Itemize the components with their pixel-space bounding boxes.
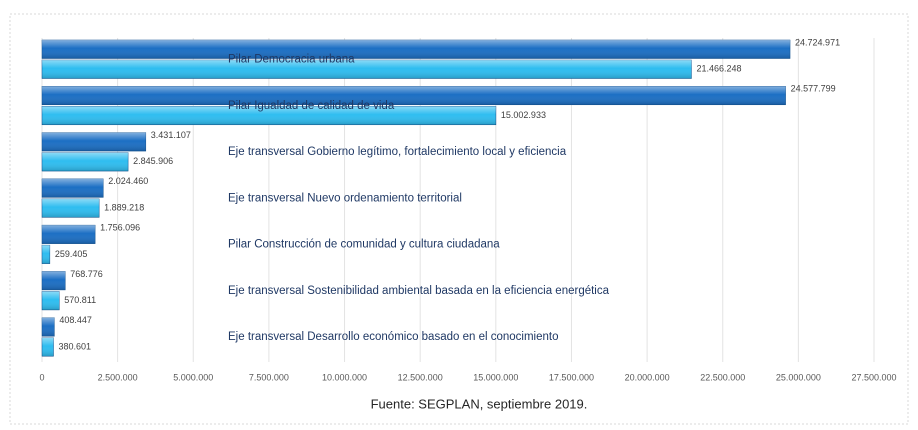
bar-shine — [42, 291, 60, 310]
value-label: 259.405 — [55, 249, 88, 259]
bar-shine — [42, 271, 66, 290]
bar-shine — [42, 198, 100, 218]
value-label: 380.601 — [59, 341, 92, 351]
chart-frame — [9, 13, 909, 425]
bar-shine — [42, 152, 129, 172]
x-tick-label: 12.500.000 — [398, 372, 443, 382]
x-tick-label: 17.500.000 — [549, 372, 594, 382]
bar-shine — [42, 106, 496, 125]
x-tick-label: 2.500.000 — [98, 372, 138, 382]
value-label: 2.845.906 — [133, 156, 173, 166]
x-tick-label: 20.000.000 — [625, 372, 670, 382]
bars: 24.724.971 21.466.248 Pilar Democracia urb… — [41, 37, 840, 357]
x-tick-label: 25.000.000 — [776, 372, 821, 382]
x-tick-label: 0 — [39, 372, 44, 382]
value-label: 2.024.460 — [108, 176, 148, 186]
category-label: Eje transversal Nuevo ordenamiento terri… — [228, 192, 462, 204]
bar-shine — [42, 225, 96, 244]
bar-shine — [42, 245, 50, 264]
bar-shine — [42, 40, 791, 59]
bar-shine — [42, 86, 786, 105]
value-label: 15.002.933 — [501, 110, 546, 120]
value-label: 1.756.096 — [100, 223, 140, 233]
category-label: Pilar Construcción de comunidad y cultur… — [228, 239, 500, 251]
value-label: 24.577.799 — [791, 84, 836, 94]
source: Fuente: SEGPLAN, septiembre 2019. — [371, 396, 588, 411]
category-label: Eje transversal Desarrollo económico bas… — [228, 331, 558, 343]
x-tick-label: 22.500.000 — [700, 372, 745, 382]
value-label: 408.447 — [59, 315, 92, 325]
value-label: 24.724.971 — [795, 37, 840, 47]
value-label: 21.466.248 — [696, 64, 741, 74]
value-label: 3.431.107 — [151, 130, 191, 140]
value-label: 1.889.218 — [104, 202, 144, 212]
x-tick-label: 10.000.000 — [322, 372, 367, 382]
category-label: Eje transversal Gobierno legítimo, forta… — [228, 146, 567, 158]
bar-shine — [42, 178, 104, 198]
x-tick-label: 15.000.000 — [473, 372, 518, 382]
x-tick-label: 7.500.000 — [249, 372, 289, 382]
bar-shine — [42, 317, 55, 337]
bar-shine — [42, 60, 692, 79]
category-label: Pilar Democracia urbana — [228, 54, 355, 66]
value-label: 768.776 — [70, 269, 103, 279]
x-tick-label: 5.000.000 — [173, 372, 213, 382]
value-label: 570.811 — [64, 295, 96, 305]
x-tick-label: 27.500.000 — [851, 372, 896, 382]
category-label: Eje transversal Sostenibilidad ambiental… — [228, 285, 610, 297]
bar-shine — [42, 132, 146, 152]
bar-shine — [42, 337, 54, 357]
category-label: Pilar Igualdad de calidad de vida — [228, 100, 395, 112]
